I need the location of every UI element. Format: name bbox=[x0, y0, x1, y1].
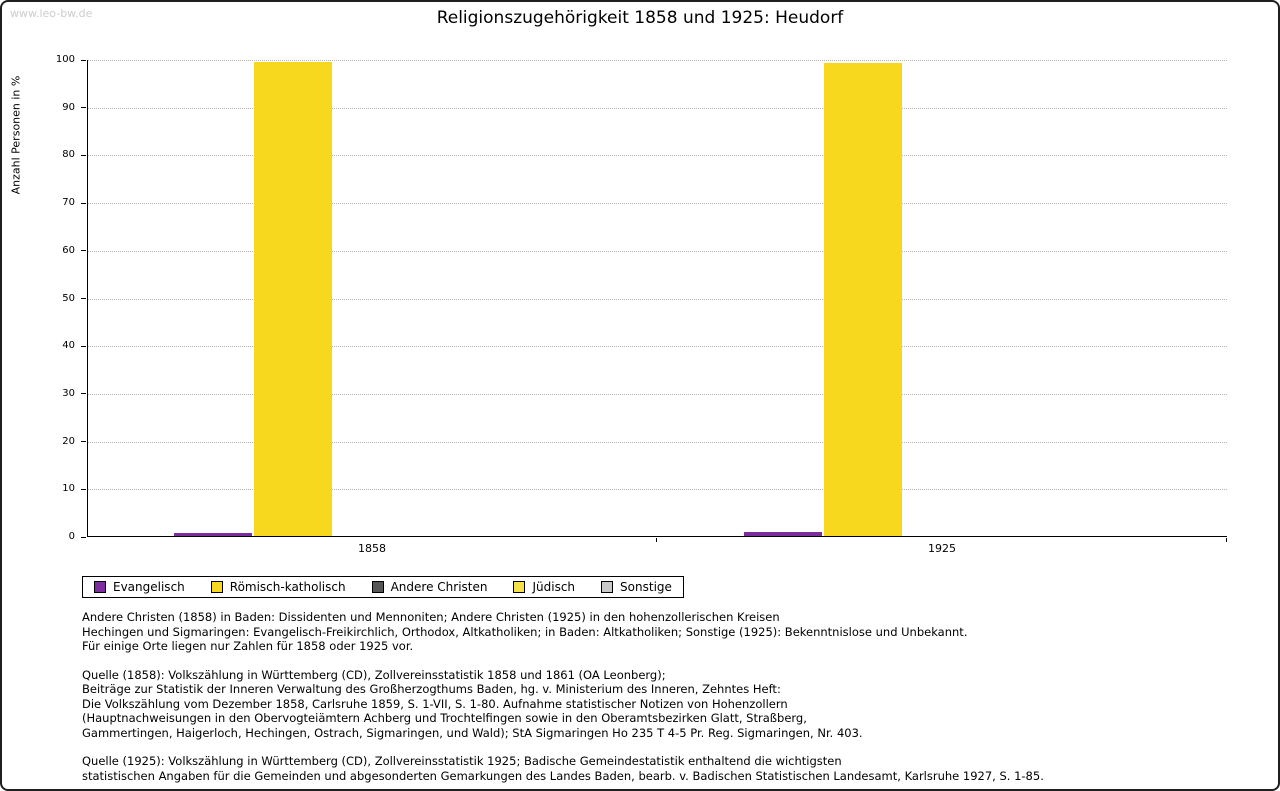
y-tick-mark bbox=[81, 488, 86, 490]
y-tick-label: 10 bbox=[62, 483, 75, 495]
y-tick-label: 40 bbox=[62, 340, 75, 352]
legend-swatch bbox=[210, 581, 223, 593]
note-paragraph: Quelle (1858): Volkszählung in Württembe… bbox=[82, 668, 1222, 741]
legend-item: Sonstige bbox=[601, 580, 672, 594]
legend-swatch bbox=[601, 581, 614, 593]
y-tick-mark bbox=[81, 154, 86, 156]
legend-item: Jüdisch bbox=[513, 580, 575, 594]
note-line: Gammertingen, Haigerloch, Hechingen, Ost… bbox=[82, 725, 863, 740]
watermark: www.leo-bw.de bbox=[10, 7, 93, 20]
legend-label: Andere Christen bbox=[390, 580, 488, 594]
note-line: Für einige Orte liegen nur Zahlen für 18… bbox=[82, 639, 414, 653]
bar bbox=[824, 63, 902, 536]
bar-group bbox=[88, 60, 658, 536]
chart-title: Religionszugehörigkeit 1858 und 1925: He… bbox=[436, 8, 844, 28]
legend-item: Römisch-katholisch bbox=[210, 580, 346, 594]
legend-swatch bbox=[94, 581, 106, 593]
gridline bbox=[88, 393, 1227, 395]
note-line: Quelle (1858): Volkszählung in Württembe… bbox=[82, 667, 666, 682]
gridline bbox=[88, 346, 1227, 348]
x-tick-label: 1858 bbox=[358, 542, 386, 555]
notes: Andere Christen (1858) in Baden: Disside… bbox=[82, 610, 1222, 789]
note-line: Andere Christen (1858) in Baden: Disside… bbox=[82, 610, 780, 624]
y-tick-mark bbox=[81, 298, 86, 299]
gridline bbox=[88, 155, 1227, 157]
y-tick-label: 100 bbox=[55, 54, 75, 65]
x-axis-tick bbox=[1226, 538, 1227, 542]
y-tick-label: 50 bbox=[62, 292, 75, 304]
bars bbox=[743, 60, 1143, 536]
gridline bbox=[88, 489, 1227, 491]
legend-swatch bbox=[513, 581, 526, 593]
note-line: Beiträge zur Statistik der Inneren Verwa… bbox=[82, 682, 781, 696]
y-tick-label: 20 bbox=[62, 435, 75, 447]
y-tick-label: 90 bbox=[62, 101, 75, 113]
y-tick-mark bbox=[81, 202, 86, 204]
bars bbox=[173, 60, 573, 536]
y-tick-label: 60 bbox=[62, 244, 75, 256]
legend-label: Römisch-katholisch bbox=[229, 580, 346, 594]
legend: Evangelisch Römisch-katholisch Andere Chri… bbox=[82, 576, 684, 598]
y-tick-label: 30 bbox=[62, 387, 75, 399]
legend-swatch bbox=[371, 581, 384, 593]
gridline bbox=[88, 203, 1227, 205]
legend-item: Evangelisch bbox=[94, 580, 185, 594]
x-axis: 1858 1925 bbox=[87, 538, 1227, 560]
y-tick-mark bbox=[81, 59, 86, 61]
note-line: Hechingen und Sigmaringen: Evangelisch-F… bbox=[82, 624, 968, 639]
x-tick-label: 1925 bbox=[928, 542, 956, 555]
bar-group bbox=[658, 60, 1228, 536]
y-tick-label: 0 bbox=[68, 531, 75, 542]
note-line: Die Volkszählung vom Dezember 1858, Carl… bbox=[82, 696, 788, 711]
y-tick-label: 70 bbox=[62, 197, 75, 209]
bar bbox=[744, 531, 822, 536]
y-axis: 0 10 20 30 40 50 60 70 80 90 100 bbox=[2, 54, 87, 542]
bar bbox=[254, 61, 332, 536]
y-tick-mark bbox=[81, 345, 86, 347]
y-tick-label: 80 bbox=[62, 149, 75, 161]
note-paragraph: Andere Christen (1858) in Baden: Disside… bbox=[82, 610, 1222, 654]
y-tick-mark bbox=[81, 536, 86, 538]
note-line: Quelle (1925): Volkszählung in Württembe… bbox=[82, 754, 842, 768]
gridline bbox=[88, 441, 1227, 443]
note-paragraph: Quelle (1925): Volkszählung in Württembe… bbox=[82, 754, 1222, 783]
legend-item: Andere Christen bbox=[371, 580, 488, 594]
gridline bbox=[88, 250, 1227, 252]
gridline bbox=[88, 60, 1227, 61]
note-line: (Hauptnachweisungen in den Obervogteiämt… bbox=[82, 711, 807, 725]
legend-label: Jüdisch bbox=[532, 580, 576, 594]
y-tick-mark bbox=[81, 250, 86, 252]
note-line: statistischen Angaben für die Gemeinden … bbox=[82, 768, 1044, 783]
y-tick-mark bbox=[81, 393, 86, 395]
y-tick-mark bbox=[81, 107, 86, 109]
legend-label: Evangelisch bbox=[113, 580, 185, 594]
plot-area bbox=[87, 60, 1227, 537]
gridline bbox=[88, 107, 1227, 109]
y-tick-mark bbox=[81, 441, 86, 443]
bar bbox=[174, 533, 252, 536]
gridline bbox=[88, 298, 1227, 300]
x-axis-tick bbox=[656, 538, 657, 542]
legend-label: Sonstige bbox=[620, 580, 672, 594]
